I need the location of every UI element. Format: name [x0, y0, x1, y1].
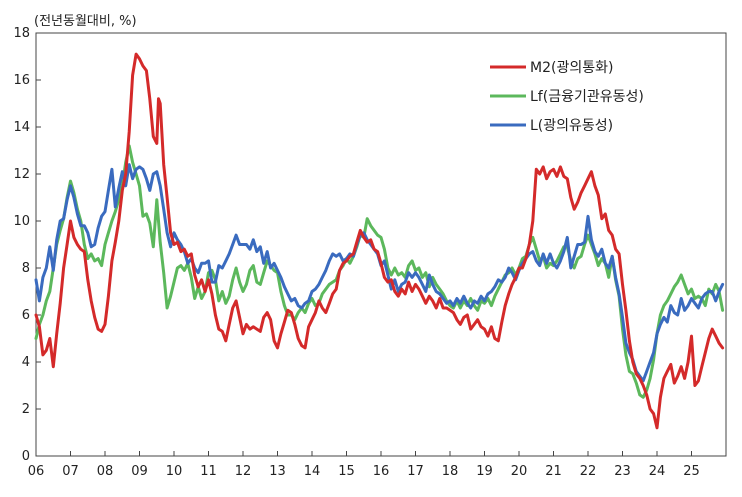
y-tick-label: 10 [13, 214, 30, 229]
y-tick-label: 16 [13, 73, 30, 88]
y-tick-label: 8 [22, 261, 30, 276]
x-tick-label: 18 [442, 464, 459, 479]
x-tick-label: 22 [580, 464, 597, 479]
legend-label-1: Lf(금융기관유동성) [530, 89, 644, 105]
x-tick-label: 17 [407, 464, 424, 479]
x-tick-label: 21 [545, 464, 562, 479]
x-tick-label: 06 [28, 464, 45, 479]
x-tick-label: 13 [269, 464, 286, 479]
series-line-0 [34, 52, 725, 430]
x-tick-label: 11 [200, 464, 217, 479]
x-tick-label: 15 [338, 464, 355, 479]
x-tick-label: 10 [166, 464, 183, 479]
x-tick-label: 14 [304, 464, 321, 479]
x-tick-label: 12 [235, 464, 252, 479]
y-tick-label: 18 [13, 26, 30, 41]
y-tick-label: 2 [22, 402, 30, 417]
y-tick-label: 0 [22, 449, 30, 464]
x-tick-label: 24 [649, 464, 666, 479]
x-tick-label: 25 [683, 464, 700, 479]
y-tick-label: 6 [22, 308, 30, 323]
y-tick-label: 14 [13, 120, 30, 135]
x-tick-label: 08 [97, 464, 114, 479]
x-tick-label: 16 [373, 464, 390, 479]
series-lines [34, 52, 725, 430]
x-tick-label: 07 [62, 464, 79, 479]
legend: M2(광의통화) Lf(금융기관유동성) L(광의유동성) [490, 60, 644, 134]
y-axis-unit-label: (전년동월대비, %) [34, 14, 137, 29]
legend-label-0: M2(광의통화) [530, 60, 613, 76]
series-line-1 [34, 144, 725, 399]
series-line-2 [34, 163, 725, 383]
y-tick-label: 12 [13, 167, 30, 182]
legend-label-2: L(광의유동성) [530, 118, 613, 134]
x-tick-label: 19 [476, 464, 493, 479]
x-tick-label: 23 [614, 464, 631, 479]
x-tick-label: 20 [511, 464, 528, 479]
x-tick-label: 09 [131, 464, 148, 479]
y-tick-label: 4 [22, 355, 30, 370]
